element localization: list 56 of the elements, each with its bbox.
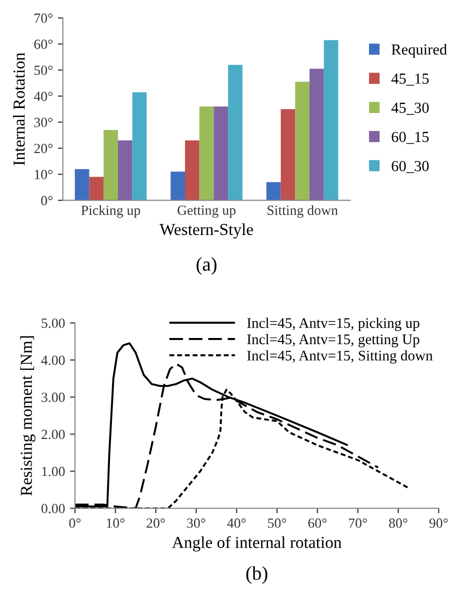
text: (b) (246, 566, 268, 584)
x-axis-title: Angle of internal rotation (172, 536, 342, 552)
y-tick-label: 70° (34, 14, 52, 23)
x-tick-label: 70° (349, 518, 367, 528)
x-tick-label: Sitting down (268, 205, 338, 218)
legend-label: Required (392, 44, 447, 58)
bar (199, 106, 214, 200)
bar (74, 169, 90, 200)
x-tick-label: Picking up (81, 205, 140, 218)
y-tick-label: 3.00 (42, 392, 65, 402)
bar (228, 64, 242, 200)
x-tick-label: 60° (308, 518, 326, 528)
x-axis-title: Western-Style (160, 223, 253, 239)
bar (214, 106, 228, 200)
bar (184, 140, 200, 200)
x-tick-label: 20° (146, 518, 165, 528)
y-tick-label: 0° (41, 196, 52, 206)
bar (280, 109, 296, 200)
legend-label: Incl=45, Antv=15, Sitting down (247, 350, 433, 364)
legend-label: 60_15 (392, 132, 429, 144)
bar (310, 68, 324, 200)
x-tick-label: 90° (429, 518, 448, 528)
legend-label: 60_30 (392, 160, 429, 174)
x-tick-label: Getting up (178, 206, 236, 218)
legend-label: Incl=45, Antv=15, getting Up (247, 334, 420, 348)
y-tick-label: 60° (34, 40, 52, 49)
x-tick-label: 10° (106, 518, 124, 528)
bar (266, 182, 281, 200)
y-tick-label: 10° (34, 170, 52, 180)
legend-label: Incl=45, Antv=15, picking up (247, 318, 420, 331)
x-tick-label: 40° (227, 518, 246, 528)
y-tick-label: 1.00 (42, 466, 65, 476)
bar (132, 92, 147, 200)
x-tick-label: 0° (69, 518, 81, 528)
y-tick-label: 0.00 (41, 504, 65, 514)
y-tick-label: 2.00 (42, 430, 65, 440)
legend-label: 45_30 (391, 102, 429, 115)
y-tick-label: 4.00 (41, 356, 65, 366)
x-tick-label: 50° (268, 518, 286, 528)
y-axis-title: Internal Rotation (13, 52, 25, 166)
y-axis-title: Resisting moment [Nm] (20, 336, 36, 496)
bar (295, 82, 310, 200)
bar (104, 130, 118, 200)
y-tick-label: 20° (34, 144, 52, 154)
y-tick-label: 30° (34, 118, 52, 128)
y-tick-label: 50° (34, 66, 52, 76)
legend-label: 45_15 (391, 74, 429, 86)
text: (a) (196, 257, 216, 275)
bar (324, 40, 338, 200)
bar (118, 140, 132, 200)
bar (89, 176, 104, 200)
x-tick-label: 80° (389, 518, 408, 528)
bar (170, 172, 185, 200)
y-tick-label: 40° (34, 92, 52, 102)
y-tick-label: 5.00 (42, 318, 65, 328)
x-tick-label: 30° (187, 518, 206, 528)
